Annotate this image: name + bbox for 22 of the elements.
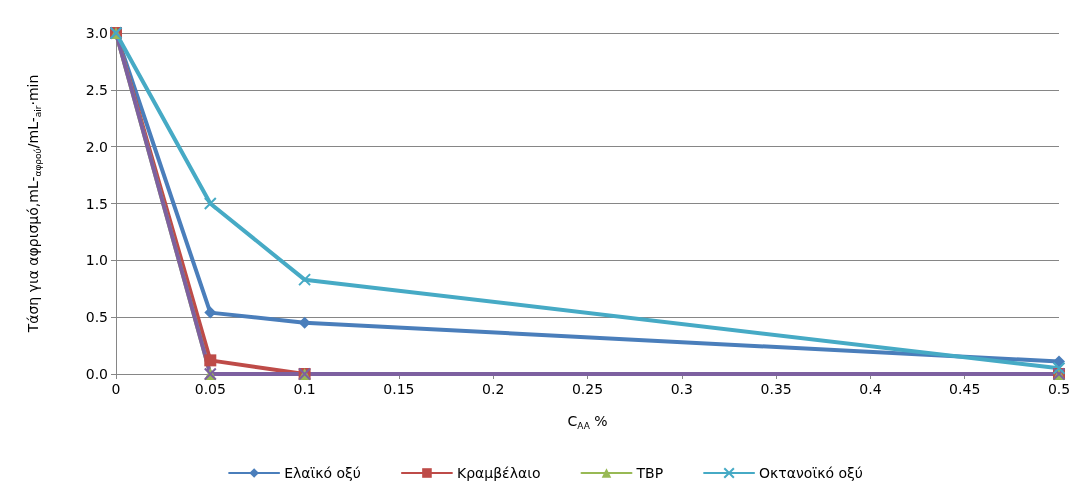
x-tick-label: 0.45: [949, 381, 981, 397]
y-tick-label: 1.0: [85, 252, 108, 269]
x-tick-label: 0.3: [670, 381, 693, 397]
x-tick-label: 0.25: [571, 381, 604, 397]
legend-label: Ελαϊκό οξύ: [284, 465, 361, 481]
x-tick-label: 0: [111, 381, 121, 397]
y-tick-label: 2.5: [85, 81, 108, 98]
legend-label: Οκτανοϊκό οξύ: [759, 465, 863, 481]
x-tick-label: 0.05: [194, 381, 226, 397]
y-tick-label: 0.0: [85, 366, 108, 382]
y-tick-label: 1.5: [85, 195, 108, 212]
x-tick-label: 0.35: [760, 381, 792, 397]
x-tick-label: 0.5: [1047, 381, 1071, 397]
legend-label: TBP: [635, 465, 664, 481]
y-tick-label: 0.5: [85, 309, 108, 326]
y-tick-label: 2.0: [85, 138, 108, 155]
y-tick-label: 3.0: [85, 25, 108, 41]
x-tick-label: 0.2: [482, 381, 505, 397]
x-tick-label: 0.1: [293, 381, 316, 397]
x-tick-label: 0.4: [859, 381, 882, 397]
legend-label: Κραμβέλαιο: [456, 465, 541, 481]
x-tick-label: 0.15: [383, 381, 415, 397]
